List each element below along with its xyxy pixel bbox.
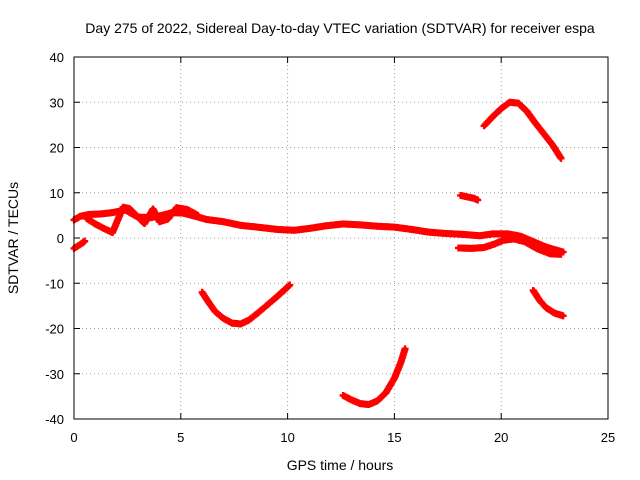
series-evening-peak [480,98,565,162]
y-tick-label: 40 [50,50,64,65]
data-point [559,312,567,320]
y-tick-label: -10 [45,276,64,291]
chart-title: Day 275 of 2022, Sidereal Day-to-day VTE… [85,20,595,36]
axis-ticks: 0 5 10 15 20 25 -40 -30 -20 -10 0 10 20 30 40 [45,50,615,445]
y-tick-label: -40 [45,412,64,427]
y-tick-label: 30 [50,95,64,110]
x-tick-label: 15 [387,430,401,445]
y-axis-label: SDTVAR / TECUs [5,182,21,294]
x-tick-label: 25 [601,430,615,445]
data-point [474,196,482,204]
x-tick-label: 5 [177,430,184,445]
x-tick-label: 0 [70,430,77,445]
data-point [286,281,294,289]
y-tick-label: -20 [45,322,64,337]
data-points [70,98,567,409]
series-late-lower [454,235,565,258]
series-late-descent [529,286,567,320]
data-point [557,154,565,162]
series-midday-trough [339,345,409,409]
series-start-dip [70,237,89,252]
y-tick-label: 10 [50,186,64,201]
series-early-spread [83,203,202,237]
x-tick-label: 10 [280,430,294,445]
y-tick-label: -30 [45,367,64,382]
x-tick-label: 20 [494,430,508,445]
series-evening-short [457,191,482,204]
data-point [81,237,89,245]
y-tick-label: 20 [50,141,64,156]
data-point [194,211,202,219]
y-tick-label: 0 [57,231,64,246]
series-morning-trough [198,281,294,328]
x-axis-label: GPS time / hours [287,457,394,473]
data-point [557,250,565,258]
data-point [401,345,409,353]
